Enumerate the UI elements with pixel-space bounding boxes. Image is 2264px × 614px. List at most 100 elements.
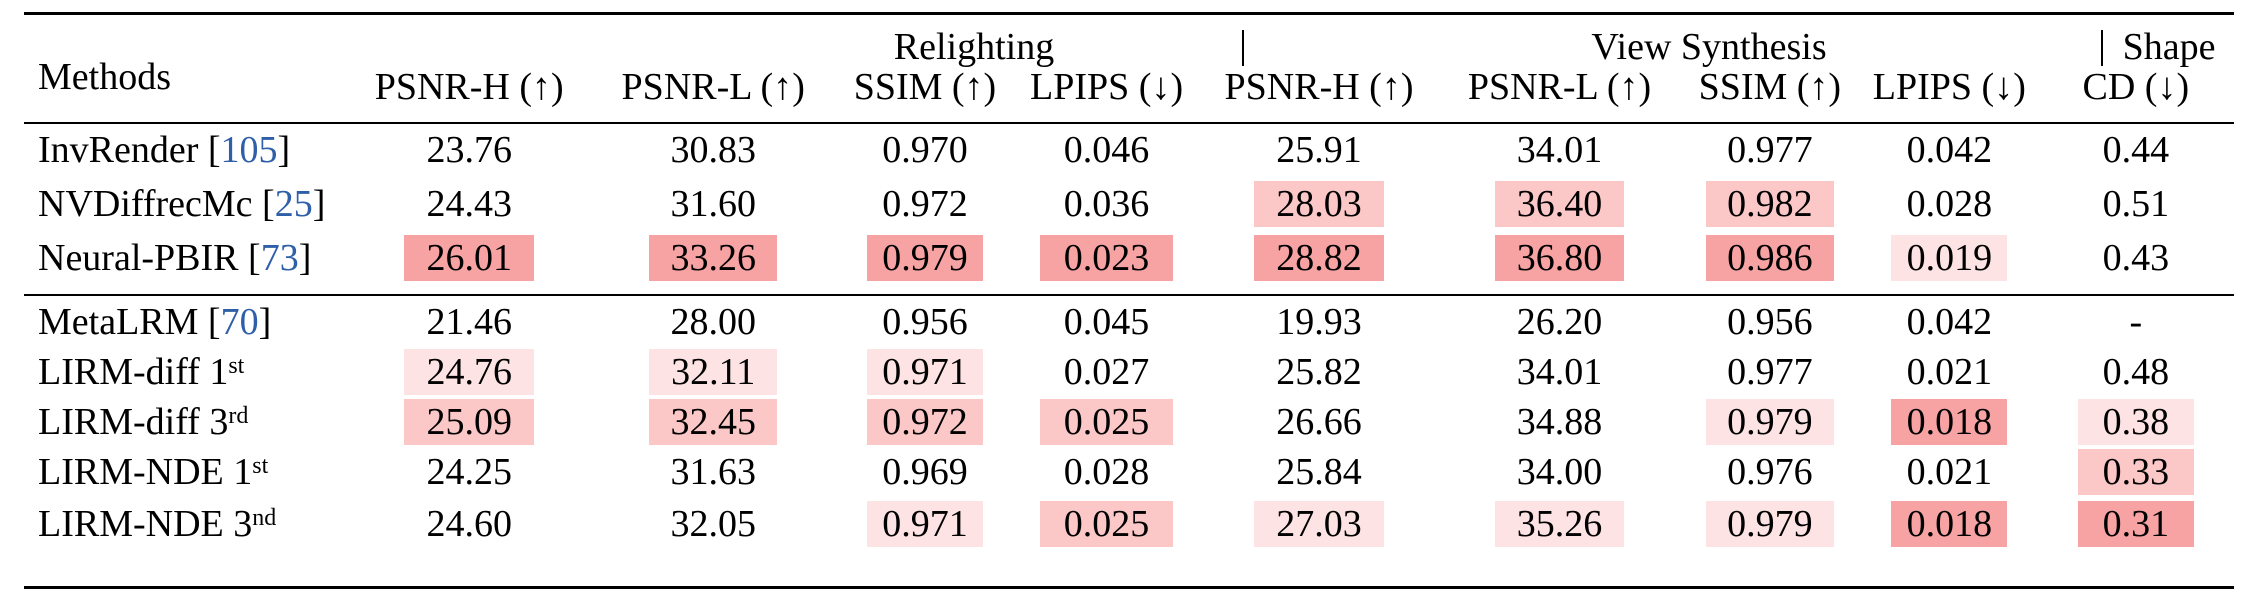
metric-value-cell: 34.88 [1440, 396, 1678, 448]
highlight-best [404, 235, 535, 281]
metric-value-cell: 0.43 [2038, 232, 2234, 284]
metric-value-cell: 0.956 [1679, 296, 1861, 348]
method-label: NVDiffrecMc [ [38, 183, 275, 225]
metric-value-cell: 27.03 [1198, 498, 1441, 550]
metric-value: 0.43 [2102, 237, 2170, 279]
metric-value: 34.00 [1516, 451, 1603, 493]
metric-value-cell: 35.26 [1440, 498, 1678, 550]
metric-value-cell: 28.00 [592, 296, 835, 348]
metric-value: 0.027 [1063, 351, 1150, 393]
highlight-second [1495, 181, 1624, 227]
metric-value-cell: 0.976 [1679, 446, 1861, 498]
metric-value: 24.60 [426, 503, 512, 545]
column-header-metric: LPIPS (↓) [1872, 66, 2026, 108]
metric-value: 0.956 [1727, 301, 1813, 343]
metric-value-cell: 24.25 [347, 446, 592, 498]
highlight-third [1705, 501, 1834, 547]
metric-value: 0.956 [882, 301, 968, 343]
metric-value: 0.979 [1727, 401, 1813, 443]
ordinal-superscript: nd [252, 505, 277, 531]
metric-value-cell: 0.025 [1015, 396, 1197, 448]
highlight-third [404, 349, 535, 395]
metric-value-cell: 0.021 [1861, 346, 2038, 398]
citation-link[interactable]: 70 [220, 301, 259, 343]
metric-value: 34.01 [1516, 351, 1603, 393]
citation-link[interactable]: 73 [260, 237, 299, 279]
metric-value: 25.09 [426, 401, 512, 443]
metric-value: 26.01 [426, 237, 512, 279]
metric-value: 25.91 [1276, 129, 1362, 171]
metric-value-cell: 28.03 [1198, 178, 1441, 230]
metric-value-cell: 0.979 [1679, 498, 1861, 550]
column-header-metric: LPIPS (↓) [1030, 66, 1184, 108]
ordinal-superscript: st [252, 453, 269, 479]
metric-value: 24.43 [426, 183, 512, 225]
metric-value: 0.31 [2102, 503, 2170, 545]
metric-value-cell: 0.33 [2038, 446, 2234, 498]
metric-value-cell: 25.84 [1198, 446, 1441, 498]
metric-value-cell: 0.021 [1861, 446, 2038, 498]
highlight-best [2077, 501, 2194, 547]
metric-value-cell: 26.20 [1440, 296, 1678, 348]
column-header-metric: CD (↓) [2082, 66, 2190, 108]
highlight-second [1040, 501, 1173, 547]
metric-value-cell: 26.01 [347, 232, 592, 284]
top-rule [24, 12, 2234, 15]
metric-value: 0.023 [1063, 237, 1150, 279]
metric-value: 34.88 [1516, 401, 1603, 443]
metric-value: 32.45 [670, 401, 756, 443]
metric-value: 31.60 [670, 183, 756, 225]
citation-link[interactable]: 25 [274, 183, 313, 225]
metric-value: 36.80 [1516, 237, 1603, 279]
metric-value-cell: 0.982 [1679, 178, 1861, 230]
metric-value-cell: 30.83 [592, 124, 835, 176]
method-label: Neural-PBIR [ [38, 237, 261, 279]
metric-value: 0.028 [1906, 183, 1993, 225]
metric-value: 24.76 [426, 351, 512, 393]
metric-value-cell: 36.40 [1440, 178, 1678, 230]
metric-value: 0.042 [1906, 301, 1993, 343]
metric-value: 34.01 [1516, 129, 1603, 171]
metric-value: 0.028 [1063, 451, 1150, 493]
table-row: MetaLRM [70] 21.46 28.00 0.956 0.045 19.93 26.… [24, 296, 2234, 348]
ordinal-superscript: st [228, 353, 245, 379]
metric-value: 33.26 [670, 237, 756, 279]
metric-value-cell: 34.01 [1440, 124, 1678, 176]
highlight-third [649, 349, 778, 395]
metric-value: 0.036 [1063, 183, 1150, 225]
highlight-third [1253, 501, 1385, 547]
citation-link[interactable]: 105 [220, 129, 278, 171]
metric-value-cell: 19.93 [1198, 296, 1441, 348]
citation-bracket: ] [298, 237, 312, 279]
metric-value: 30.83 [670, 129, 756, 171]
highlight-third [867, 501, 983, 547]
highlight-best [1891, 399, 2008, 445]
table-row: Neural-PBIR [73] 26.01 33.26 0.979 0.023 28.8… [24, 232, 2234, 284]
metric-value-cell: 34.00 [1440, 446, 1678, 498]
highlight-best [1705, 235, 1834, 281]
highlight-best [867, 235, 983, 281]
column-header-methods: Methods [38, 56, 171, 98]
metric-value-cell: 0.956 [835, 296, 1016, 348]
metric-value-cell: 0.023 [1015, 232, 1197, 284]
metric-value: 0.33 [2102, 451, 2170, 493]
metric-value-cell: 0.025 [1015, 498, 1197, 550]
highlight-third [867, 349, 983, 395]
column-header-metric: PSNR-L (↑) [1467, 66, 1652, 108]
metric-value-cell: 0.045 [1015, 296, 1197, 348]
metric-value-cell: 25.82 [1198, 346, 1441, 398]
metric-value: 0.971 [882, 351, 968, 393]
metric-value: 23.76 [426, 129, 512, 171]
group-header-view-synthesis: View Synthesis [1591, 26, 1827, 68]
metric-value-cell: 33.26 [592, 232, 835, 284]
highlight-best [1891, 501, 2008, 547]
highlight-second [649, 399, 778, 445]
metric-value: 0.979 [882, 237, 968, 279]
column-header-metric: PSNR-L (↑) [621, 66, 805, 108]
metric-value: 26.20 [1516, 301, 1603, 343]
metric-value: 19.93 [1276, 301, 1362, 343]
metric-value: 0.977 [1727, 351, 1813, 393]
